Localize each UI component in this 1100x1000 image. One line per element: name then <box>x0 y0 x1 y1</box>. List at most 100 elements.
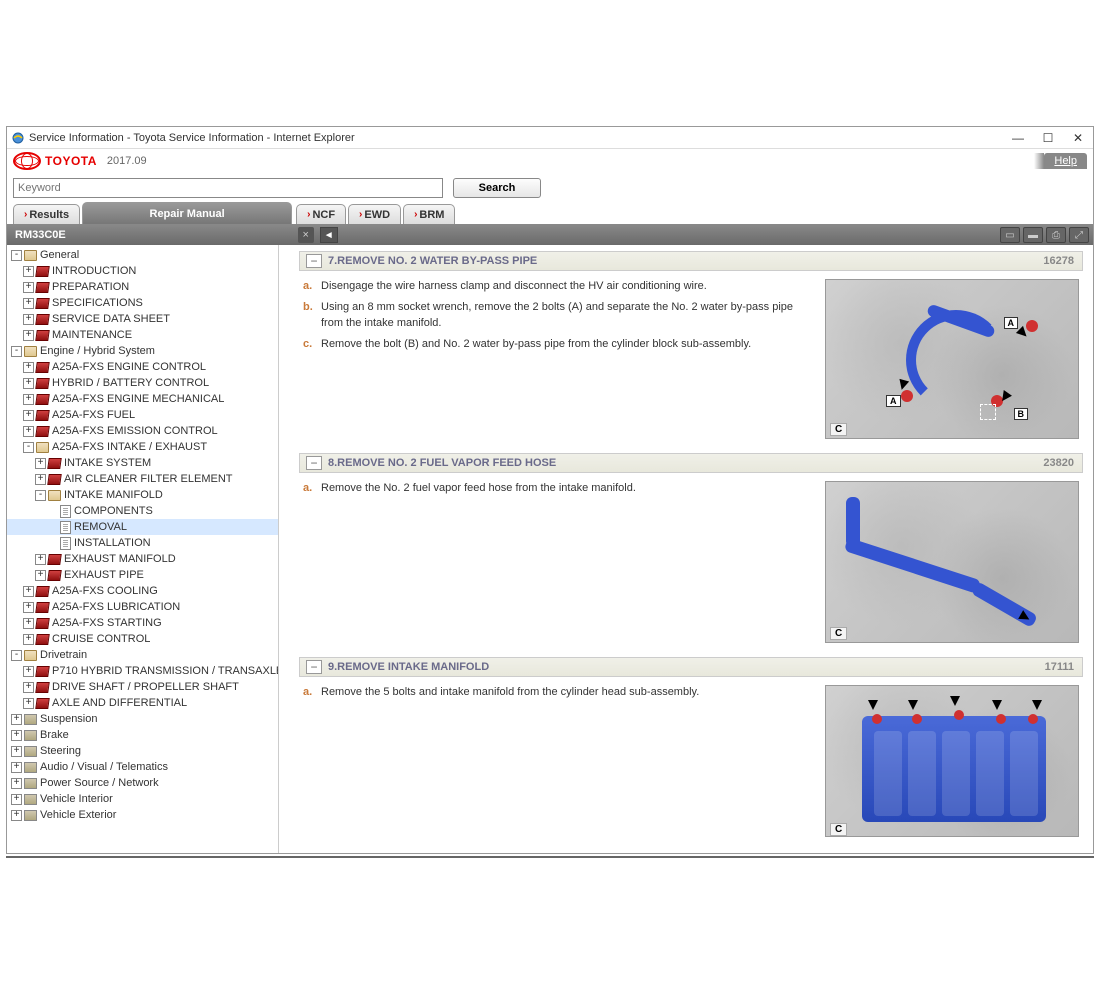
tree-item[interactable]: +A25A-FXS COOLING <box>7 583 278 599</box>
content-pane[interactable]: − 7.REMOVE NO. 2 WATER BY-PASS PIPE 1627… <box>279 245 1093 853</box>
expand-icon[interactable]: + <box>23 682 34 693</box>
tree-item[interactable]: +Steering <box>7 743 278 759</box>
tab-brm[interactable]: ›BRM <box>403 204 455 224</box>
collapse-icon[interactable]: − <box>306 456 322 470</box>
tree-item[interactable]: +SERVICE DATA SHEET <box>7 311 278 327</box>
expand-icon[interactable]: + <box>23 330 34 341</box>
expand-icon[interactable]: + <box>23 394 34 405</box>
tree-item[interactable]: +INTRODUCTION <box>7 263 278 279</box>
minimize-button[interactable]: — <box>1003 128 1033 148</box>
tree-item[interactable]: -Engine / Hybrid System <box>7 343 278 359</box>
expand-icon[interactable]: + <box>11 778 22 789</box>
expand-icon[interactable]: + <box>23 266 34 277</box>
section-title: 9.REMOVE INTAKE MANIFOLD <box>328 661 489 673</box>
nav-tree[interactable]: -General+INTRODUCTION+PREPARATION+SPECIF… <box>7 245 279 853</box>
print-button[interactable]: ⎙ <box>1046 227 1066 243</box>
tree-item[interactable]: +Suspension <box>7 711 278 727</box>
maximize-button[interactable]: ☐ <box>1033 128 1063 148</box>
help-link[interactable]: Help <box>1044 153 1087 169</box>
tree-item[interactable]: +Brake <box>7 727 278 743</box>
tree-item[interactable]: +CRUISE CONTROL <box>7 631 278 647</box>
expand-button[interactable]: ⤢ <box>1069 227 1089 243</box>
close-button[interactable]: ✕ <box>1063 128 1093 148</box>
expand-icon[interactable]: + <box>11 794 22 805</box>
view-button-1[interactable]: ▭ <box>1000 227 1020 243</box>
expand-icon[interactable]: + <box>23 378 34 389</box>
search-input[interactable] <box>13 178 443 198</box>
expand-icon[interactable]: + <box>23 586 34 597</box>
expand-icon[interactable]: + <box>23 362 34 373</box>
expand-icon[interactable]: + <box>23 618 34 629</box>
tree-item[interactable]: +A25A-FXS STARTING <box>7 615 278 631</box>
collapse-icon[interactable]: - <box>23 442 34 453</box>
tree-item[interactable]: -General <box>7 247 278 263</box>
tree-item[interactable]: COMPONENTS <box>7 503 278 519</box>
tree-item[interactable]: +EXHAUST PIPE <box>7 567 278 583</box>
tab-results[interactable]: ›Results <box>13 204 80 224</box>
expand-icon[interactable]: + <box>11 810 22 821</box>
tab-repair-manual[interactable]: Repair Manual <box>82 202 292 224</box>
book-icon <box>24 730 37 741</box>
collapse-icon[interactable]: - <box>11 650 22 661</box>
expand-icon[interactable]: + <box>35 458 46 469</box>
tree-item[interactable]: +HYBRID / BATTERY CONTROL <box>7 375 278 391</box>
tree-item[interactable]: -INTAKE MANIFOLD <box>7 487 278 503</box>
expand-icon[interactable]: + <box>35 570 46 581</box>
tree-item[interactable]: +A25A-FXS EMISSION CONTROL <box>7 423 278 439</box>
tree-item[interactable]: +Vehicle Interior <box>7 791 278 807</box>
book-icon <box>35 314 50 325</box>
expand-icon[interactable]: + <box>11 746 22 757</box>
tree-item[interactable]: + AXLE AND DIFFERENTIAL <box>7 695 278 711</box>
book-icon <box>36 442 49 453</box>
tree-item[interactable]: +A25A-FXS ENGINE CONTROL <box>7 359 278 375</box>
expand-icon[interactable]: + <box>11 730 22 741</box>
tree-item[interactable]: -Drivetrain <box>7 647 278 663</box>
tree-item[interactable]: +MAINTENANCE <box>7 327 278 343</box>
tree-item[interactable]: +Audio / Visual / Telematics <box>7 759 278 775</box>
nav-back-button[interactable]: ◄ <box>320 227 338 243</box>
collapse-icon[interactable]: - <box>35 490 46 501</box>
expand-icon[interactable]: + <box>35 474 46 485</box>
tree-item[interactable]: +PREPARATION <box>7 279 278 295</box>
collapse-icon[interactable]: − <box>306 660 322 674</box>
expand-icon[interactable]: + <box>23 298 34 309</box>
expand-icon[interactable]: + <box>23 666 34 677</box>
tab-ncf[interactable]: ›NCF <box>296 204 346 224</box>
collapse-icon[interactable]: − <box>306 254 322 268</box>
expand-icon[interactable]: + <box>23 634 34 645</box>
expand-icon[interactable]: + <box>23 282 34 293</box>
tree-item[interactable]: +EXHAUST MANIFOLD <box>7 551 278 567</box>
expand-icon[interactable]: + <box>11 714 22 725</box>
tree-item[interactable]: +DRIVE SHAFT / PROPELLER SHAFT <box>7 679 278 695</box>
tree-item[interactable]: +SPECIFICATIONS <box>7 295 278 311</box>
search-button[interactable]: Search <box>453 178 541 198</box>
expand-icon[interactable]: + <box>23 698 34 709</box>
tree-item[interactable]: +A25A-FXS ENGINE MECHANICAL <box>7 391 278 407</box>
doc-close-button[interactable]: × <box>298 227 314 243</box>
expand-icon[interactable]: + <box>23 602 34 613</box>
tree-item[interactable]: REMOVAL <box>7 519 278 535</box>
tree-item[interactable]: +AIR CLEANER FILTER ELEMENT <box>7 471 278 487</box>
section-header: − 8.REMOVE NO. 2 FUEL VAPOR FEED HOSE 23… <box>299 453 1083 473</box>
collapse-icon[interactable]: - <box>11 250 22 261</box>
expand-icon[interactable]: + <box>23 314 34 325</box>
tree-item[interactable]: INSTALLATION <box>7 535 278 551</box>
book-icon <box>35 586 50 597</box>
expand-icon[interactable]: + <box>23 426 34 437</box>
tree-item[interactable]: -A25A-FXS INTAKE / EXHAUST <box>7 439 278 455</box>
tree-item[interactable]: +INTAKE SYSTEM <box>7 455 278 471</box>
expand-icon[interactable]: + <box>11 762 22 773</box>
tab-ewd[interactable]: ›EWD <box>348 204 401 224</box>
tree-label: AXLE AND DIFFERENTIAL <box>52 697 187 709</box>
view-button-2[interactable]: ▬ <box>1023 227 1043 243</box>
expand-icon[interactable]: + <box>35 554 46 565</box>
tree-item[interactable]: +A25A-FXS FUEL <box>7 407 278 423</box>
collapse-icon[interactable]: - <box>11 346 22 357</box>
book-icon <box>35 682 50 693</box>
tree-item[interactable]: +Vehicle Exterior <box>7 807 278 823</box>
tree-item[interactable]: +Power Source / Network <box>7 775 278 791</box>
section-header: − 7.REMOVE NO. 2 WATER BY-PASS PIPE 1627… <box>299 251 1083 271</box>
expand-icon[interactable]: + <box>23 410 34 421</box>
tree-item[interactable]: +A25A-FXS LUBRICATION <box>7 599 278 615</box>
tree-item[interactable]: +P710 HYBRID TRANSMISSION / TRANSAXLE <box>7 663 278 679</box>
